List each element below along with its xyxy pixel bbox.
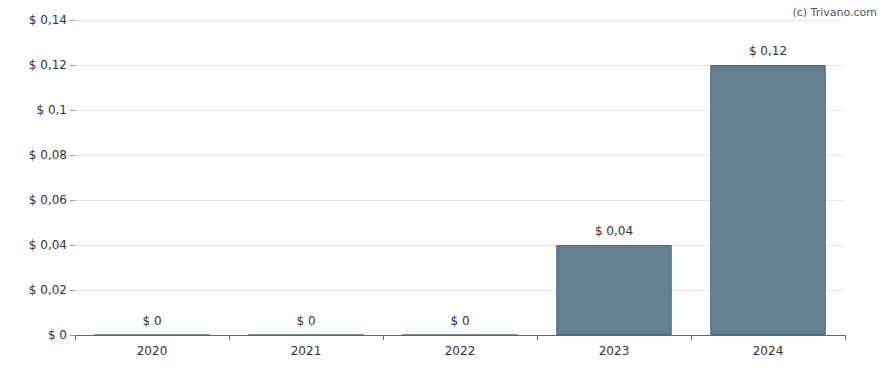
svg-text:2021: 2021 — [291, 344, 322, 358]
svg-text:2022: 2022 — [445, 344, 476, 358]
svg-text:2023: 2023 — [599, 344, 630, 358]
svg-text:$ 0,14: $ 0,14 — [29, 13, 67, 27]
svg-text:$ 0,12: $ 0,12 — [749, 44, 787, 58]
svg-text:2020: 2020 — [137, 344, 168, 358]
svg-text:$ 0,12: $ 0,12 — [29, 58, 67, 72]
svg-text:2024: 2024 — [753, 344, 784, 358]
svg-text:$ 0,04: $ 0,04 — [29, 238, 67, 252]
svg-text:$ 0: $ 0 — [450, 314, 469, 328]
svg-text:$ 0: $ 0 — [142, 314, 161, 328]
svg-text:$ 0,02: $ 0,02 — [29, 283, 67, 297]
svg-text:$ 0,1: $ 0,1 — [36, 103, 67, 117]
svg-text:$ 0,06: $ 0,06 — [29, 193, 67, 207]
svg-text:(c) Trivano.com: (c) Trivano.com — [792, 6, 877, 19]
svg-text:$ 0,04: $ 0,04 — [595, 224, 633, 238]
svg-text:$ 0: $ 0 — [48, 328, 67, 342]
svg-text:$ 0,08: $ 0,08 — [29, 148, 67, 162]
svg-text:$ 0: $ 0 — [296, 314, 315, 328]
